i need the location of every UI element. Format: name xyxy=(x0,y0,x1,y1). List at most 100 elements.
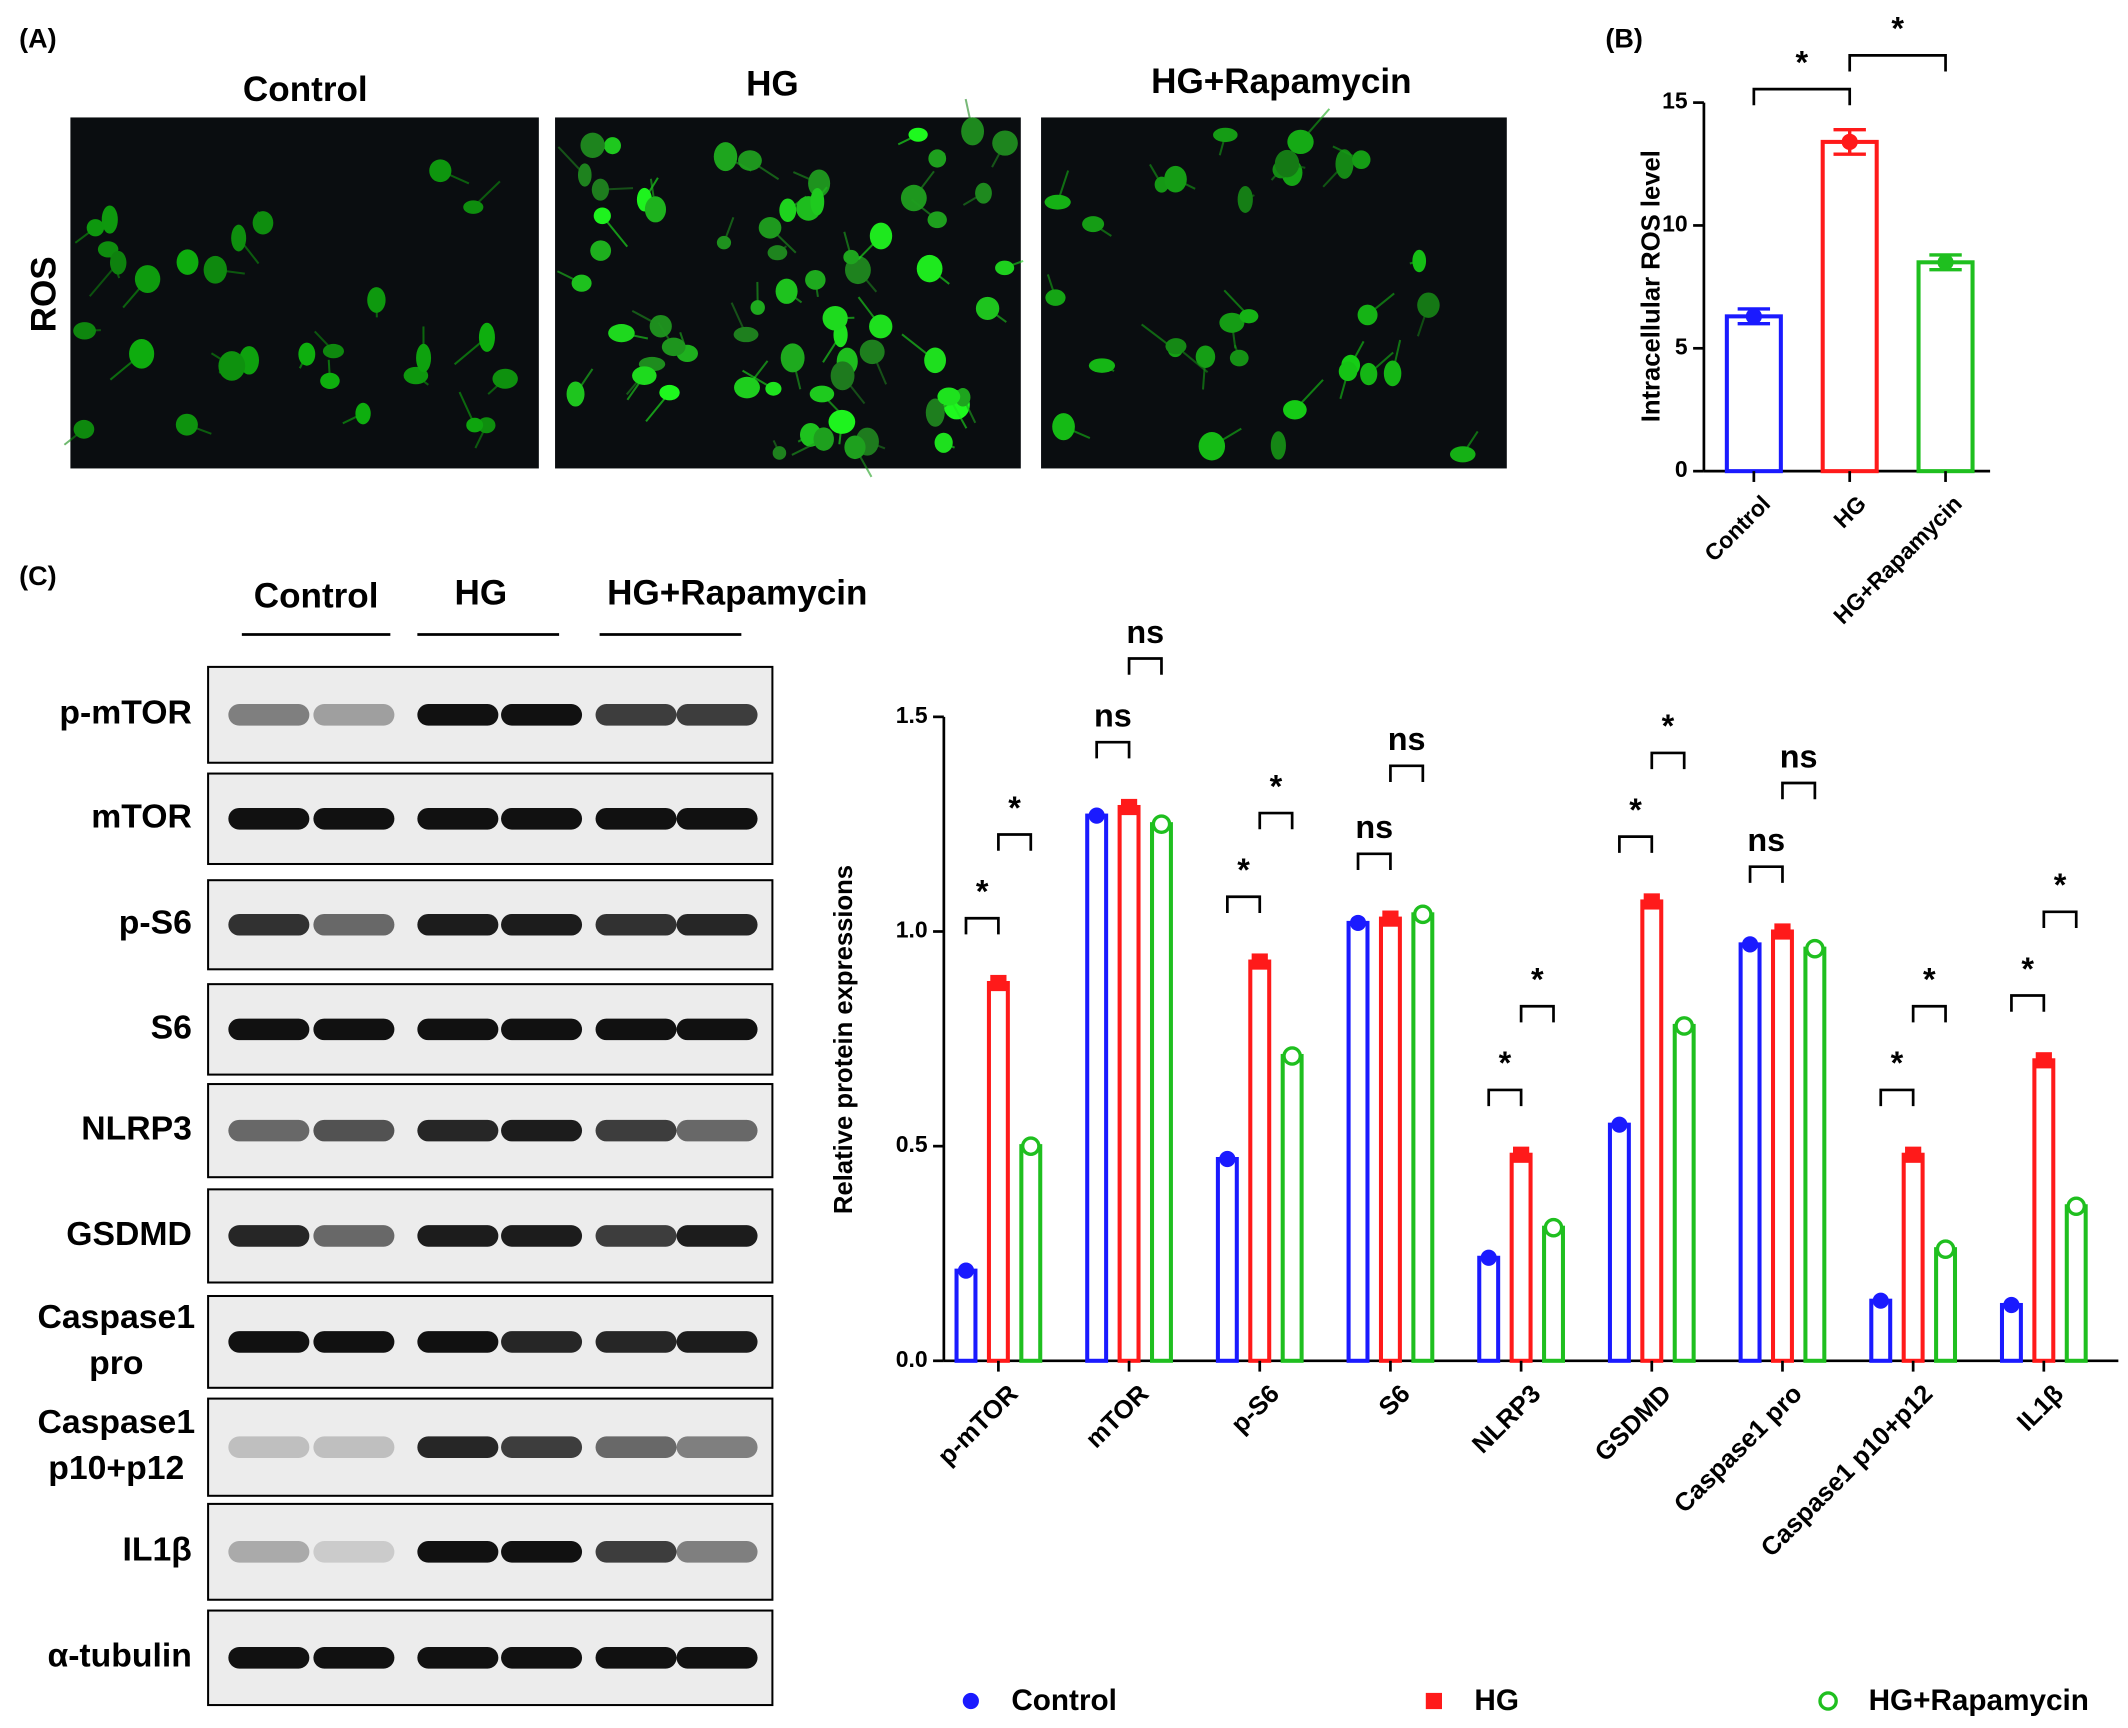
bar xyxy=(1248,959,1272,1363)
cell xyxy=(591,178,610,201)
cell xyxy=(176,249,199,275)
point-marker xyxy=(1905,1146,1922,1163)
significance-bracket xyxy=(1650,751,1686,770)
blot-label: pro xyxy=(89,1344,143,1382)
cell xyxy=(1335,149,1354,179)
cell xyxy=(844,435,866,460)
band xyxy=(595,1225,677,1247)
band xyxy=(676,1119,758,1142)
cell xyxy=(129,339,155,369)
band xyxy=(501,807,583,830)
bar xyxy=(1509,1152,1533,1363)
cell xyxy=(604,137,621,155)
cell xyxy=(1352,150,1371,170)
cell xyxy=(955,388,971,407)
y-axis-label: Relative protein expressions xyxy=(830,865,858,1214)
bar xyxy=(1542,1225,1565,1363)
bar xyxy=(1117,804,1141,1363)
bar xyxy=(1607,1122,1631,1363)
blot-group-label: Control xyxy=(254,576,379,615)
band xyxy=(676,1331,758,1353)
band xyxy=(676,1018,758,1041)
band xyxy=(228,1119,310,1142)
cell xyxy=(830,361,855,391)
point-marker xyxy=(1120,798,1138,816)
bar xyxy=(1672,1023,1696,1363)
cell xyxy=(298,342,316,366)
band xyxy=(595,1018,677,1041)
cell xyxy=(927,211,947,229)
significance-label: * xyxy=(2021,951,2034,987)
cell xyxy=(492,368,518,389)
point-marker xyxy=(1674,1016,1694,1036)
cell xyxy=(429,159,452,183)
x-tick-label: Caspase1 pro xyxy=(1669,1380,1808,1519)
cell xyxy=(992,130,1018,156)
cell xyxy=(765,381,782,396)
x-tick-label: Control xyxy=(1699,490,1775,566)
point-marker xyxy=(1425,1692,1442,1710)
cell xyxy=(779,198,797,222)
band xyxy=(595,1119,677,1142)
y-tick-label: 5 xyxy=(1675,333,1688,359)
band xyxy=(501,1119,583,1142)
cell xyxy=(859,339,885,365)
point-marker xyxy=(2035,1052,2052,1069)
significance-bracket xyxy=(1226,895,1262,913)
cell xyxy=(810,187,825,216)
band xyxy=(313,1436,395,1458)
band xyxy=(501,913,583,936)
cell xyxy=(590,240,612,261)
cell xyxy=(632,366,657,386)
point-marker xyxy=(1935,1239,1956,1259)
significance-bracket xyxy=(1127,657,1163,675)
bar xyxy=(1820,139,1879,474)
cell xyxy=(1229,349,1249,367)
cell xyxy=(1082,216,1105,233)
bar xyxy=(1149,822,1173,1363)
x-tick-label: mTOR xyxy=(1080,1380,1154,1454)
bar xyxy=(2064,1204,2088,1363)
cell xyxy=(322,343,345,359)
point-marker xyxy=(1841,133,1858,151)
band xyxy=(676,807,758,830)
bar xyxy=(1477,1255,1501,1363)
significance-label: * xyxy=(1531,961,1544,997)
cell xyxy=(73,322,96,340)
cell xyxy=(937,387,961,406)
band xyxy=(228,1541,310,1563)
cell xyxy=(73,419,95,439)
significance-label: * xyxy=(1662,708,1675,744)
point-marker xyxy=(1151,814,1172,834)
significance-bracket xyxy=(1095,740,1131,759)
cell xyxy=(809,385,835,403)
x-tick-label: GSDMD xyxy=(1590,1380,1677,1467)
bar xyxy=(1934,1247,1958,1363)
x-tick-label: NLRP3 xyxy=(1467,1380,1546,1459)
legend-label: HG xyxy=(1474,1684,1519,1717)
point-marker xyxy=(1480,1249,1497,1266)
y-tick-label: 15 xyxy=(1662,88,1688,114)
band xyxy=(228,807,310,830)
significance-label: ns xyxy=(1388,721,1426,757)
image-column-label: Control xyxy=(243,70,368,109)
bar xyxy=(1346,920,1370,1363)
y-tick-label: 0.0 xyxy=(896,1346,928,1372)
micrograph xyxy=(70,117,539,469)
cell xyxy=(101,205,118,234)
point-marker xyxy=(2003,1296,2020,1314)
significance-bracket xyxy=(1618,835,1654,853)
cell xyxy=(580,132,605,158)
cell xyxy=(1219,312,1245,333)
cell xyxy=(644,196,667,223)
cell xyxy=(134,265,161,294)
cell xyxy=(1165,338,1187,355)
cell xyxy=(231,224,247,252)
point-marker xyxy=(1251,953,1268,970)
legend-label: Control xyxy=(1011,1684,1117,1717)
blot-label: mTOR xyxy=(91,798,192,836)
bar xyxy=(1999,1302,2023,1363)
cell xyxy=(1383,360,1402,387)
